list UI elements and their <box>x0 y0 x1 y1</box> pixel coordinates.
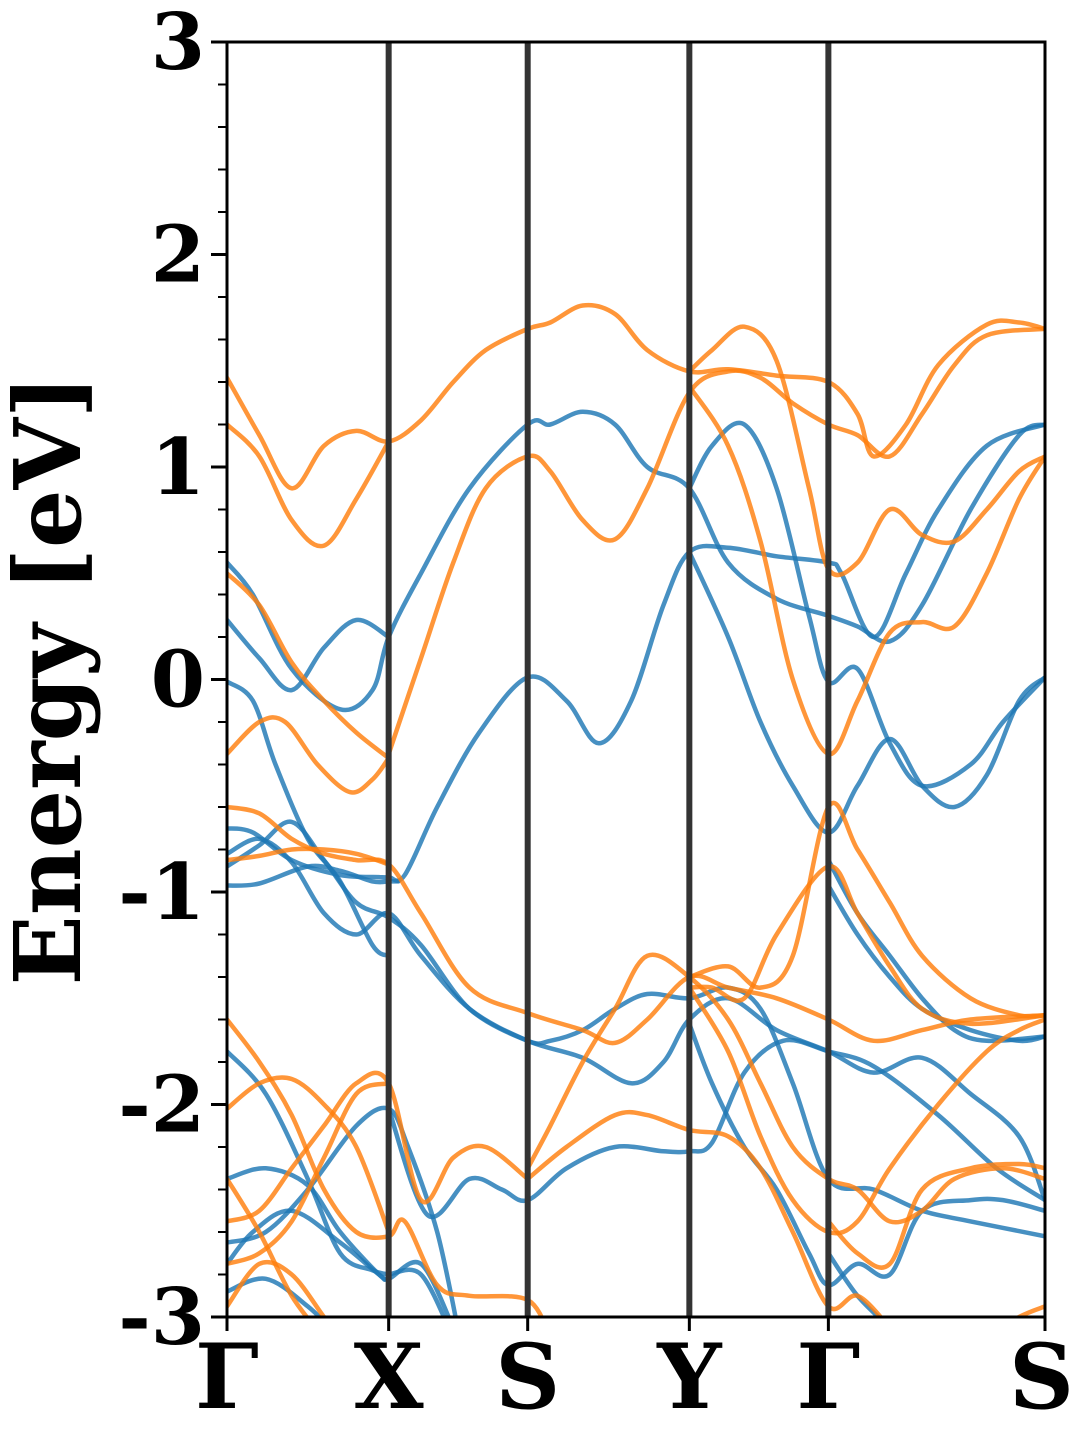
orange-band-line <box>227 422 391 549</box>
blue-band-line <box>227 409 1045 713</box>
x-tick-label: Y <box>656 1324 723 1430</box>
blue-band-line <box>687 420 1045 789</box>
blue-band-line <box>386 1037 1045 1220</box>
blue-band-line <box>227 836 1045 1203</box>
orange-band-line <box>687 985 1045 1236</box>
y-tick-label: -3 <box>118 1272 205 1363</box>
high-symmetry-lines <box>385 42 832 1317</box>
orange-band-line <box>687 324 1045 578</box>
y-tick-label: -1 <box>118 847 205 938</box>
x-tick-label: S <box>495 1324 560 1430</box>
x-tick-label: S <box>1009 1324 1074 1430</box>
orange-band-line <box>227 1081 391 1267</box>
blue-band-line <box>227 617 391 693</box>
y-tick-label: 3 <box>151 0 205 88</box>
orange-band-line <box>227 302 1045 491</box>
y-axis-ticks: -3 -2 -1 0 1 2 3 <box>118 0 227 1363</box>
orange-band-line <box>227 571 391 761</box>
orange-band-line <box>227 1070 530 1224</box>
y-tick-label: -2 <box>118 1060 205 1151</box>
x-tick-label: Γ <box>796 1324 860 1430</box>
orange-band-line <box>687 384 1045 757</box>
orange-band-line <box>227 1075 391 1235</box>
blue-band-line <box>227 1166 391 1282</box>
orange-band-line <box>525 1109 884 1317</box>
orange-band-line <box>227 846 391 867</box>
orange-band-line <box>227 715 391 795</box>
orange-band-line <box>687 864 1045 1027</box>
blue-band-line <box>227 422 1045 883</box>
orange-band-line <box>1014 1304 1045 1317</box>
blue-band-line <box>227 1049 391 1277</box>
y-tick-label: 1 <box>151 422 205 513</box>
blue-band-line <box>227 1105 458 1317</box>
orange-band-line <box>826 1161 1045 1270</box>
orange-band-line <box>687 800 1045 1019</box>
y-tick-label: 2 <box>151 210 205 301</box>
y-tick-label: 0 <box>151 635 205 726</box>
blue-band-line <box>386 1267 447 1317</box>
x-tick-label: X <box>354 1324 424 1430</box>
blue-band-line <box>687 549 1045 835</box>
x-tick-label: Γ <box>195 1324 259 1430</box>
blue-band-line <box>227 1208 452 1317</box>
blue-band-line <box>227 679 391 959</box>
orange-band-line <box>525 952 1045 1225</box>
orange-band-line <box>227 1259 327 1317</box>
y-axis-label: Energy [eV] <box>0 375 102 986</box>
band-lines <box>227 302 1045 1317</box>
blue-band-line <box>687 1021 1045 1288</box>
